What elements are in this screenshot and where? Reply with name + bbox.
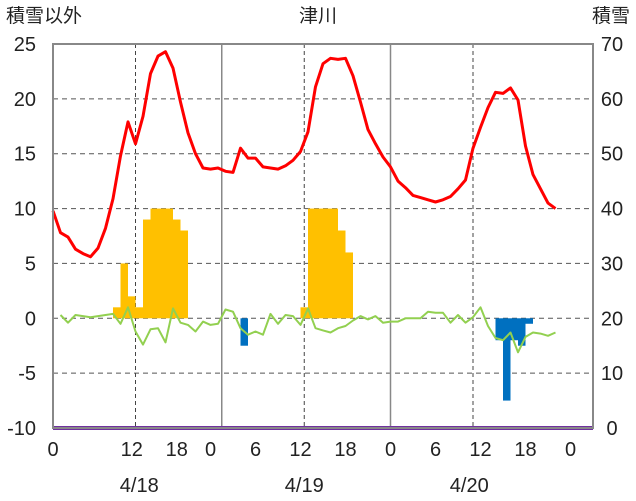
precipitation-bar	[150, 208, 158, 319]
wind-line	[59, 306, 556, 354]
date-label: 4/20	[450, 475, 489, 497]
precipitation-bar	[338, 230, 346, 319]
precipitation-bar	[158, 208, 166, 319]
y-right-tick-label: 70	[601, 34, 623, 56]
y-left-tick-label: 5	[25, 253, 36, 275]
precipitation-bar	[345, 252, 353, 319]
snow_change-bar	[510, 318, 518, 341]
precipitation-bar	[113, 307, 121, 319]
x-tick-label: 0	[385, 439, 396, 461]
x-tick-label: 12	[121, 439, 143, 461]
bars	[113, 208, 533, 401]
date-label: 4/18	[120, 475, 159, 497]
y-left-tick-label: 20	[14, 89, 36, 111]
snow_change-bar	[503, 318, 511, 401]
y-left-tick-label: 25	[14, 34, 36, 56]
precipitation-bar	[120, 263, 128, 319]
precipitation-bar	[165, 208, 173, 319]
x-tick-label: 6	[430, 439, 441, 461]
temperature-line	[51, 50, 557, 259]
precipitation-bar	[308, 208, 316, 319]
precipitation-bar	[315, 208, 323, 319]
precipitation-bar	[323, 208, 331, 319]
precipitation-bar	[135, 307, 143, 319]
x-tick-label: 12	[289, 439, 311, 461]
x-tick-label: 6	[250, 439, 261, 461]
precipitation-bar	[330, 208, 338, 319]
precipitation-bar	[128, 296, 136, 319]
snow_change-bar	[518, 318, 526, 346]
chart-title: 津川	[299, 5, 337, 27]
date-label: 4/19	[285, 475, 324, 497]
precipitation-bar	[173, 219, 181, 319]
precipitation-bar	[143, 219, 151, 319]
plot-border	[52, 43, 594, 429]
y-left-tick-label: 0	[25, 308, 36, 330]
y-right-tick-label: 60	[601, 89, 623, 111]
x-tick-label: 18	[166, 439, 188, 461]
x-tick-label: 18	[334, 439, 356, 461]
x-tick-label: 0	[205, 439, 216, 461]
y-right-tick-label: 20	[601, 308, 623, 330]
y-right-tick-label: 50	[601, 144, 623, 166]
y-right-tick-label: 30	[601, 253, 623, 275]
precipitation-bar	[300, 307, 308, 319]
precipitation-bar	[180, 230, 188, 319]
y-right-tick-label: 40	[601, 199, 623, 221]
x-tick-label: 0	[565, 439, 576, 461]
x-tick-label: 0	[47, 439, 58, 461]
right-axis-label: 積雪	[592, 5, 630, 27]
plot-frame	[52, 43, 594, 429]
y-right-tick-label: 0	[606, 418, 617, 440]
x-tick-label: 12	[469, 439, 491, 461]
snow_change-bar	[525, 318, 533, 324]
y-left-tick-label: -5	[18, 363, 36, 385]
x-tick-label: 18	[514, 439, 536, 461]
y-left-tick-label: 10	[14, 199, 36, 221]
y-left-tick-label: 15	[14, 144, 36, 166]
snow_change-bar	[495, 318, 503, 341]
left-axis-label: 積雪以外	[6, 5, 82, 27]
y-left-tick-label: -10	[7, 418, 36, 440]
y-right-tick-label: 10	[601, 363, 623, 385]
